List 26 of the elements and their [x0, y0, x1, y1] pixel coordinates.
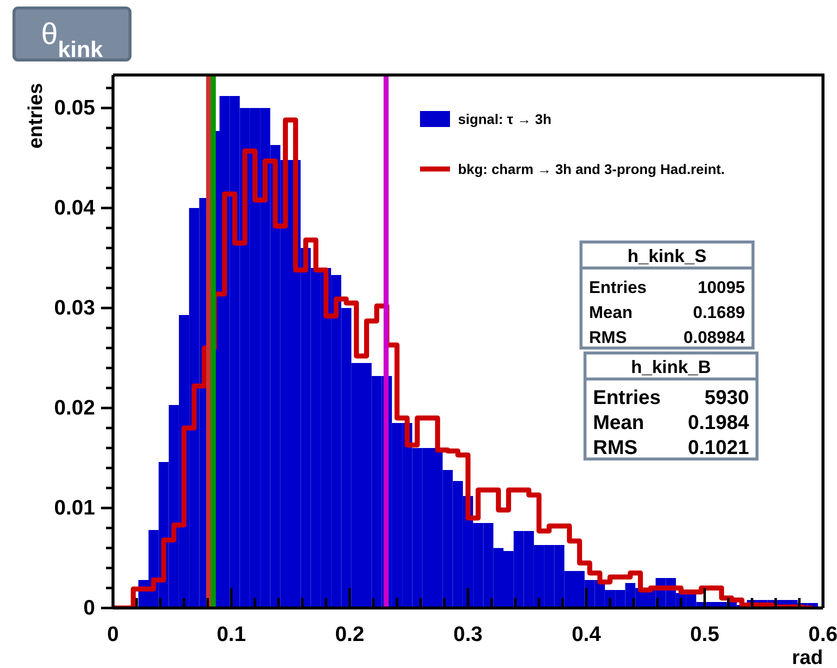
y-tick-label: 0.05	[54, 96, 96, 120]
text: Mean 0.1689	[589, 303, 745, 322]
legend-label: signal: τ → 3h	[458, 111, 552, 127]
x-tick-label: 0.2	[335, 622, 364, 646]
x-tick-label: 0.5	[690, 622, 720, 646]
x-tick-label: 0.4	[572, 622, 602, 646]
text: Mean 0.1984	[593, 412, 749, 434]
text: Entries 10095	[589, 278, 745, 297]
x-axis-title: rad	[792, 647, 823, 668]
text: Entries 5930	[593, 387, 749, 409]
text: RMS 0.1021	[593, 437, 749, 459]
legend-label: bkg: charm → 3h and 3-prong Had.reint.	[458, 161, 725, 177]
y-axis-title: entries	[25, 83, 47, 149]
y-tick-label: 0	[83, 596, 95, 620]
annotation: h_kink_B	[630, 357, 712, 377]
x-tick-label: 0	[107, 622, 119, 646]
chart-title: θ$_{kink}$	[41, 18, 104, 62]
y-tick-label: 0.04	[54, 196, 96, 220]
annotation: h_kink_S	[627, 246, 707, 266]
text: RMS 0.08984	[589, 328, 745, 347]
x-tick-label: 0.6	[808, 622, 837, 646]
y-tick-label: 0.03	[54, 296, 95, 320]
y-tick-label: 0.02	[54, 396, 95, 420]
y-tick-label: 0.01	[54, 496, 96, 520]
x-tick-label: 0.3	[453, 622, 483, 646]
x-tick-label: 0.1	[216, 622, 246, 646]
